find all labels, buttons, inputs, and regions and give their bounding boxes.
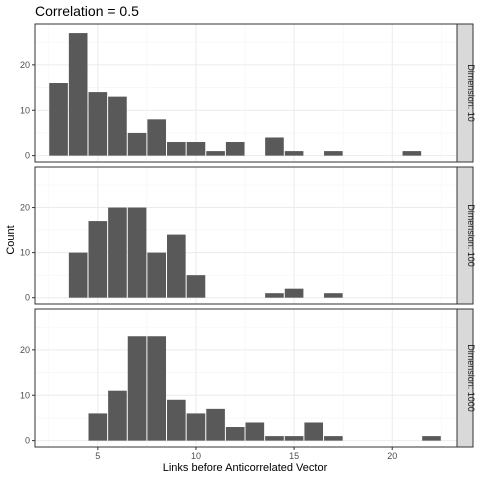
histogram-bar: [68, 33, 88, 156]
y-tick-label: 0: [25, 436, 30, 446]
facet-strip: [456, 166, 474, 305]
facet-panel: 0 10 20 Dimension: 100: [20, 166, 476, 305]
x-axis-title: Links before Anticorrelated Vector: [163, 462, 328, 474]
histogram-bar: [88, 413, 108, 441]
y-axis-title: Count: [5, 225, 17, 254]
histogram-bar: [304, 422, 324, 441]
y-tick-label: 0: [25, 151, 30, 161]
histogram-bar: [49, 83, 68, 156]
histogram-bar: [88, 92, 108, 156]
histogram-bar: [108, 96, 127, 156]
x-tick-label: 20: [387, 451, 397, 461]
histogram-bar: [265, 436, 284, 441]
x-tick-label: 10: [191, 451, 201, 461]
x-tick-label: 15: [289, 451, 299, 461]
histogram-bar: [265, 293, 284, 298]
facet-strip: [456, 308, 474, 448]
histogram-bar: [147, 252, 167, 298]
chart-title: Correlation = 0.5: [35, 3, 139, 19]
facet-panel: 0 10 20 Dimension: 1000 5 10 15 20: [20, 308, 476, 461]
x-tick-label: 5: [95, 451, 100, 461]
histogram-bar: [402, 151, 422, 156]
histogram-bar: [186, 275, 206, 298]
facet-panel: 0 10 20 Dimension: 10: [20, 23, 476, 163]
histogram-bar: [284, 288, 304, 298]
histogram-bar: [127, 132, 147, 156]
histogram-bar: [324, 151, 343, 156]
histogram-bar: [147, 119, 167, 156]
histogram-bar: [324, 436, 343, 441]
histogram-bar: [225, 142, 245, 156]
y-tick-label: 20: [20, 60, 30, 70]
histogram-bar: [108, 390, 127, 441]
histogram-bar: [284, 151, 304, 156]
histogram-bar: [167, 234, 186, 298]
histogram-bar: [324, 293, 343, 298]
histogram-bar: [422, 436, 441, 441]
histogram-bar: [284, 436, 304, 441]
y-tick-label: 10: [20, 248, 30, 258]
histogram-bar: [167, 142, 186, 156]
histogram-bar: [147, 336, 167, 441]
histogram-bar: [88, 221, 108, 298]
histogram-bar: [245, 422, 265, 441]
facet-strip: [456, 23, 474, 163]
y-tick-label: 10: [20, 105, 30, 115]
facet-strip-label: Dimension: 1000: [466, 344, 476, 412]
y-tick-label: 20: [20, 345, 30, 355]
facet-strip-label: Dimension: 100: [466, 204, 476, 267]
histogram-bar: [206, 408, 225, 441]
y-tick-label: 0: [25, 293, 30, 303]
histogram-bar: [127, 207, 147, 298]
y-tick-label: 20: [20, 203, 30, 213]
y-tick-label: 10: [20, 390, 30, 400]
histogram-bar: [186, 142, 206, 156]
histogram-bar: [225, 427, 245, 441]
histogram-bar: [108, 207, 127, 298]
histogram-bar: [265, 137, 284, 156]
facet-strip-label: Dimension: 10: [466, 64, 476, 122]
histogram-bar: [186, 413, 206, 441]
histogram-bar: [167, 399, 186, 441]
histogram-bar: [206, 151, 225, 156]
histogram-bar: [68, 252, 88, 298]
histogram-bar: [127, 336, 147, 441]
